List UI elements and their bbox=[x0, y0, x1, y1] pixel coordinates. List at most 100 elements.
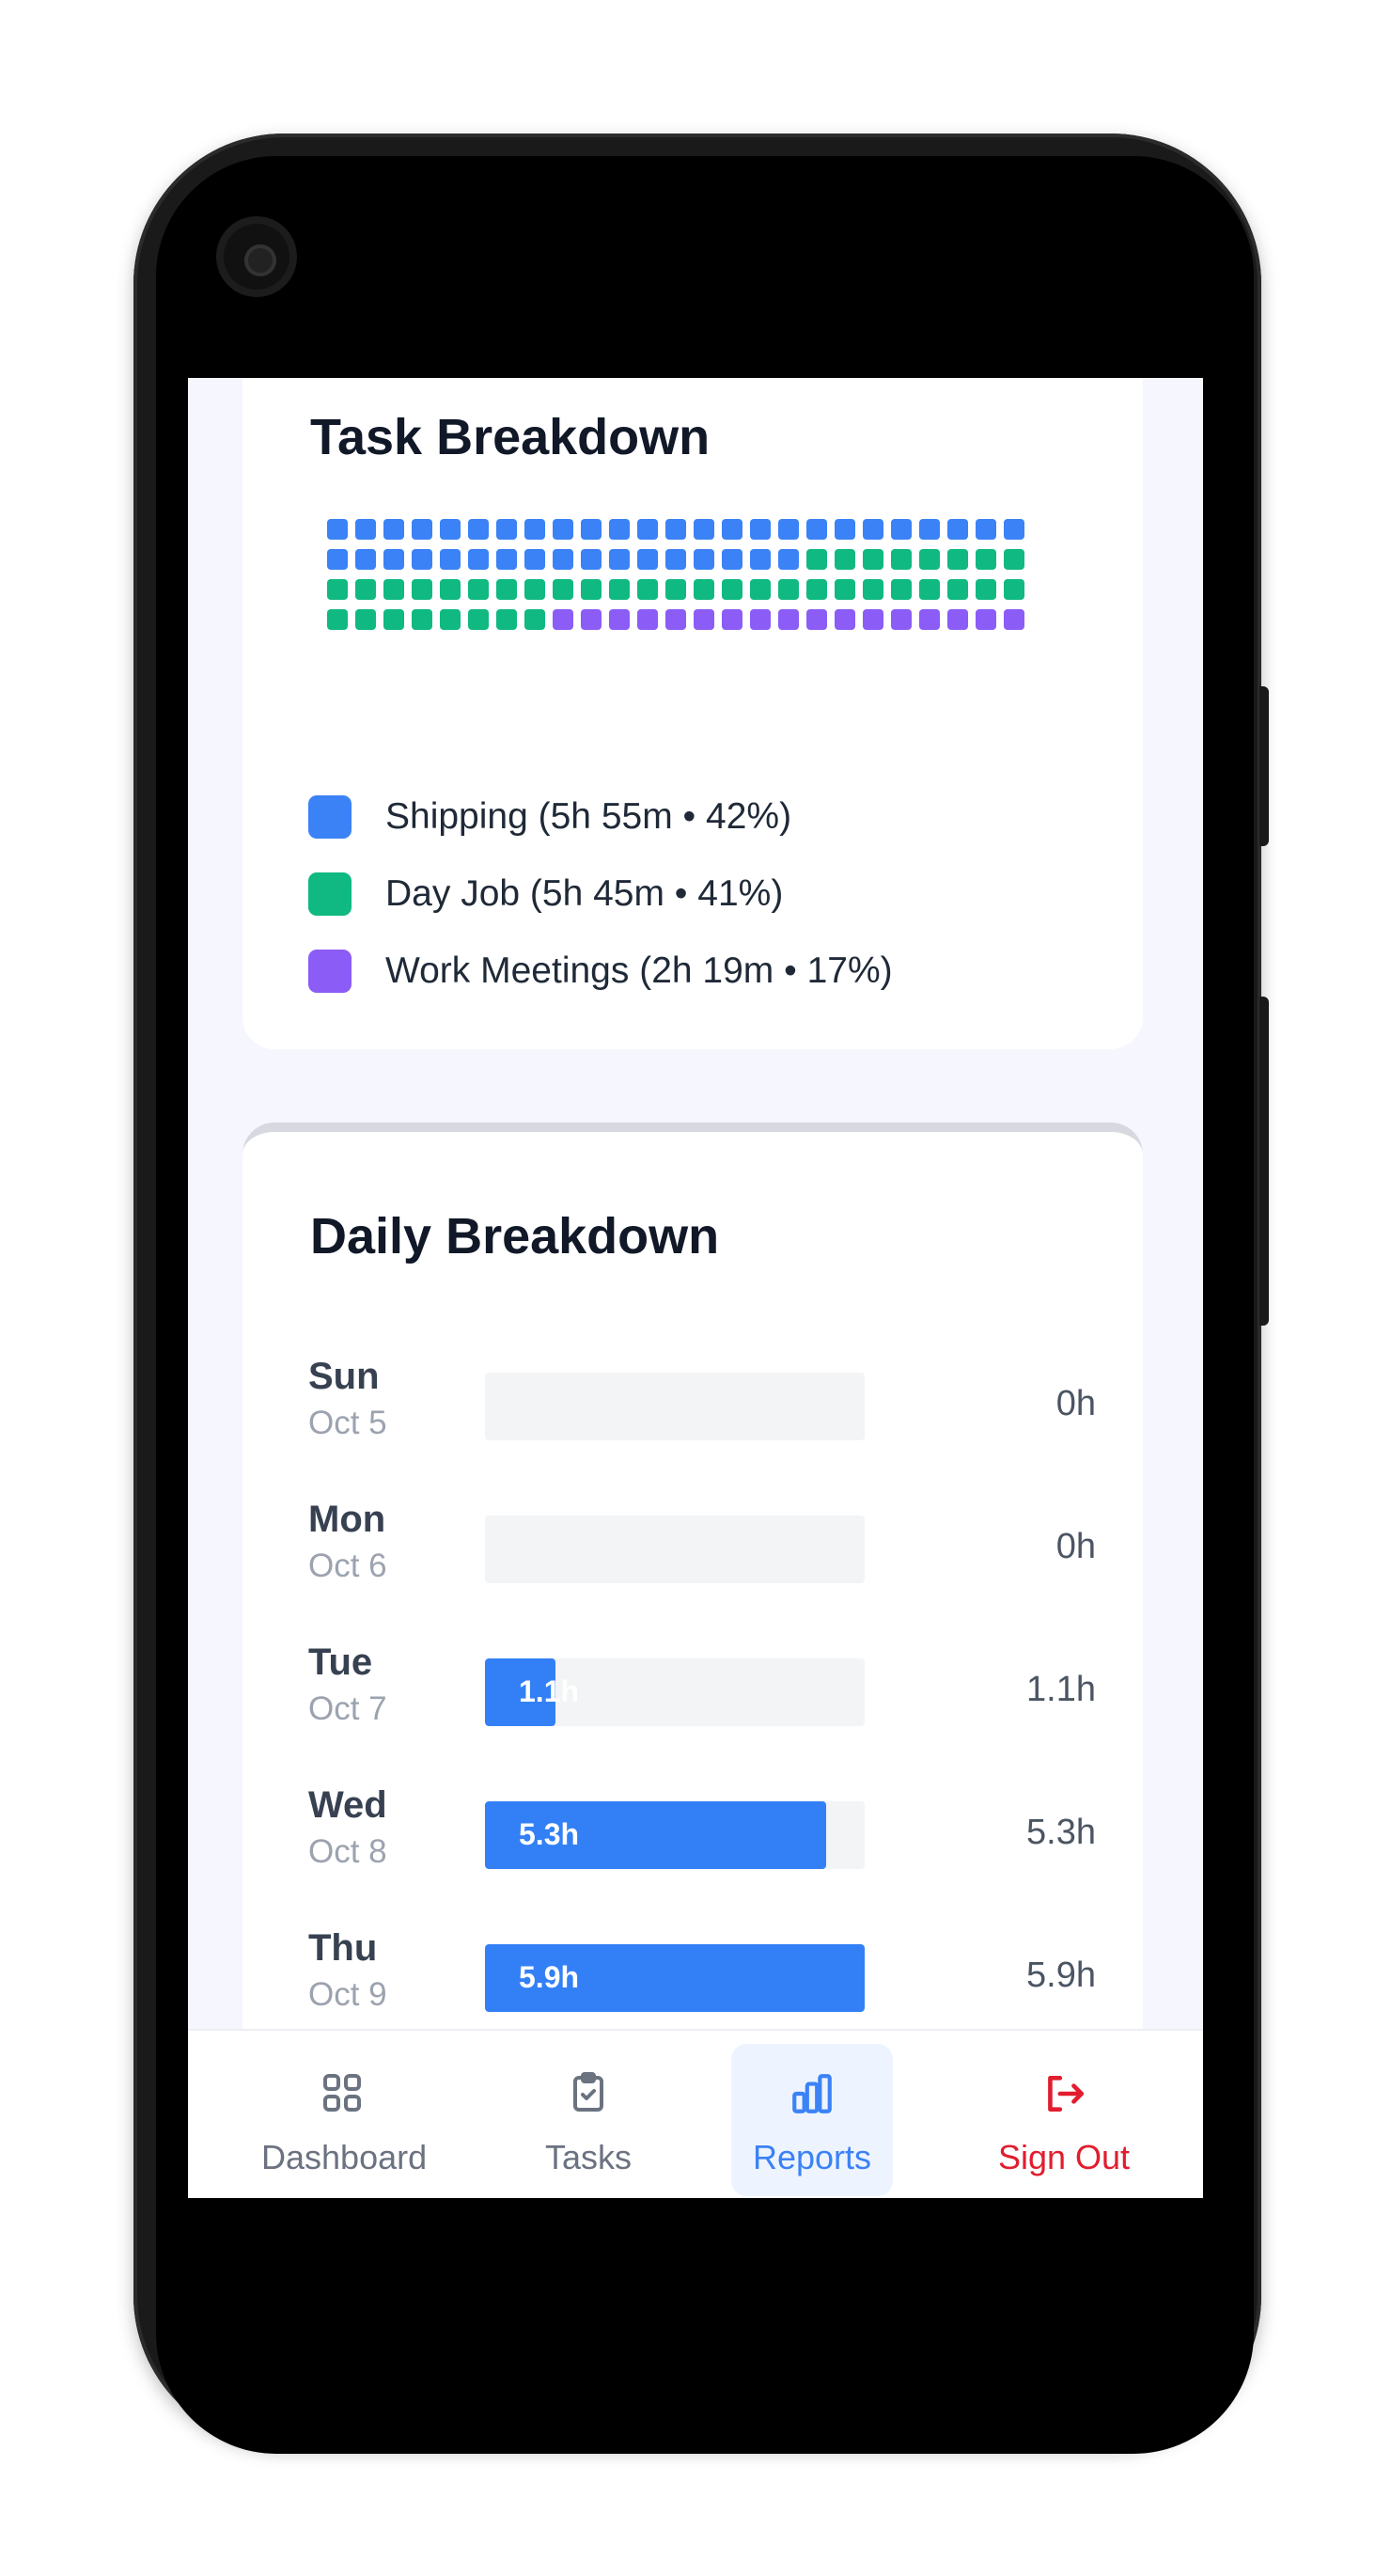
waffle-cell-day-job bbox=[947, 549, 968, 570]
waffle-cell-shipping bbox=[355, 519, 376, 540]
task-breakdown-title: Task Breakdown bbox=[310, 409, 711, 465]
app-screen[interactable]: Task Breakdown Shipping (5h 55m • 42%) D… bbox=[188, 378, 1203, 2198]
nav-reports[interactable]: Reports bbox=[731, 2044, 893, 2196]
nav-sign-out[interactable]: Sign Out bbox=[983, 2044, 1145, 2196]
waffle-cell-shipping bbox=[468, 549, 489, 570]
waffle-cell-day-job bbox=[327, 609, 348, 630]
hours-bar-fill bbox=[485, 1944, 865, 2012]
volume-button bbox=[1259, 997, 1269, 1326]
nav-dashboard-label: Dashboard bbox=[261, 2138, 428, 2176]
waffle-cell-shipping bbox=[637, 549, 658, 570]
waffle-cell-day-job bbox=[835, 549, 855, 570]
waffle-cell-day-job bbox=[976, 549, 996, 570]
waffle-cell-day-job bbox=[1004, 549, 1024, 570]
waffle-cell-day-job bbox=[355, 609, 376, 630]
waffle-cell-shipping bbox=[412, 519, 432, 540]
waffle-cell-day-job bbox=[919, 579, 940, 600]
waffle-cell-shipping bbox=[665, 549, 686, 570]
nav-tasks[interactable]: Tasks bbox=[508, 2044, 669, 2196]
waffle-cell-day-job bbox=[581, 579, 602, 600]
hours-bar-label: 5.9h bbox=[519, 1960, 580, 1994]
waffle-cell-shipping bbox=[694, 519, 714, 540]
waffle-cell-work-meetings bbox=[976, 609, 996, 630]
day-name: Wed bbox=[308, 1784, 387, 1826]
waffle-cell-shipping bbox=[383, 519, 404, 540]
hours-bar-track: 1.1h bbox=[485, 1658, 865, 1726]
waffle-cell-work-meetings bbox=[581, 609, 602, 630]
waffle-cell-shipping bbox=[440, 549, 461, 570]
waffle-cell-shipping bbox=[524, 549, 545, 570]
waffle-cell-day-job bbox=[412, 579, 432, 600]
waffle-cell-shipping bbox=[327, 549, 348, 570]
day-row-tue: Tue Oct 7 1.1h 1.1h bbox=[308, 1641, 1096, 1745]
waffle-cell-work-meetings bbox=[665, 609, 686, 630]
waffle-cell-shipping bbox=[722, 519, 742, 540]
waffle-cell-shipping bbox=[383, 549, 404, 570]
waffle-cell-day-job bbox=[609, 579, 630, 600]
day-name: Thu bbox=[308, 1927, 378, 1969]
waffle-cell-shipping bbox=[778, 549, 799, 570]
nav-dashboard[interactable]: Dashboard bbox=[261, 2044, 428, 2196]
day-name: Tue bbox=[308, 1641, 373, 1683]
power-button bbox=[1259, 686, 1269, 846]
waffle-cell-day-job bbox=[778, 579, 799, 600]
hours-bar-fill bbox=[485, 1658, 555, 1726]
day-hours-value: 0h bbox=[1055, 1527, 1096, 1566]
day-hours-value: 5.9h bbox=[1026, 1956, 1096, 1995]
waffle-cell-shipping bbox=[355, 549, 376, 570]
daily-breakdown-title: Daily Breakdown bbox=[310, 1208, 720, 1264]
task-waffle-chart bbox=[327, 519, 1032, 630]
waffle-cell-shipping bbox=[524, 519, 545, 540]
waffle-cell-day-job bbox=[468, 579, 489, 600]
hours-bar-track bbox=[485, 1516, 865, 1583]
waffle-cell-shipping bbox=[609, 519, 630, 540]
day-row-thu: Thu Oct 9 5.9h 5.9h bbox=[308, 1927, 1096, 2031]
nav-reports-label: Reports bbox=[752, 2138, 872, 2176]
waffle-cell-day-job bbox=[383, 609, 404, 630]
waffle-cell-day-job bbox=[496, 579, 517, 600]
legend-item-shipping: Shipping (5h 55m • 42%) bbox=[308, 778, 893, 856]
legend-swatch-shipping bbox=[308, 795, 352, 839]
waffle-cell-work-meetings bbox=[778, 609, 799, 630]
waffle-cell-day-job bbox=[806, 549, 827, 570]
clipboard-check-icon bbox=[573, 2072, 603, 2112]
waffle-cell-shipping bbox=[806, 519, 827, 540]
daily-breakdown-card: Daily Breakdown Sun Oct 5 0h Mon Oct 6 0… bbox=[242, 1123, 1143, 2198]
legend-label-work-meetings: Work Meetings (2h 19m • 17%) bbox=[385, 950, 893, 991]
hours-bar-label: 1.1h bbox=[519, 1674, 580, 1708]
waffle-cell-day-job bbox=[637, 579, 658, 600]
waffle-cell-shipping bbox=[976, 519, 996, 540]
hours-bar-fill bbox=[485, 1801, 826, 1869]
waffle-cell-work-meetings bbox=[806, 609, 827, 630]
waffle-cell-day-job bbox=[891, 579, 912, 600]
waffle-cell-work-meetings bbox=[919, 609, 940, 630]
hours-bar-track: 5.9h bbox=[485, 1944, 865, 2012]
front-camera bbox=[224, 224, 289, 290]
waffle-cell-shipping bbox=[496, 549, 517, 570]
waffle-cell-shipping bbox=[327, 519, 348, 540]
waffle-cell-shipping bbox=[412, 549, 432, 570]
task-legend: Shipping (5h 55m • 42%) Day Job (5h 45m … bbox=[308, 778, 893, 1010]
waffle-cell-day-job bbox=[524, 609, 545, 630]
waffle-cell-day-job bbox=[750, 579, 771, 600]
waffle-cell-day-job bbox=[355, 579, 376, 600]
waffle-cell-shipping bbox=[609, 549, 630, 570]
waffle-cell-shipping bbox=[553, 519, 573, 540]
waffle-cell-shipping bbox=[750, 519, 771, 540]
nav-sign-out-label: Sign Out bbox=[997, 2138, 1131, 2176]
waffle-cell-day-job bbox=[863, 579, 883, 600]
waffle-cell-day-job bbox=[722, 579, 742, 600]
legend-item-day-job: Day Job (5h 45m • 41%) bbox=[308, 856, 893, 933]
legend-swatch-day-job bbox=[308, 872, 352, 916]
bottom-nav: Dashboard Tasks Reports Sign Out bbox=[188, 2029, 1203, 2198]
waffle-cell-shipping bbox=[637, 519, 658, 540]
waffle-cell-day-job bbox=[496, 609, 517, 630]
waffle-cell-day-job bbox=[976, 579, 996, 600]
waffle-cell-shipping bbox=[496, 519, 517, 540]
waffle-cell-shipping bbox=[581, 549, 602, 570]
waffle-cell-work-meetings bbox=[863, 609, 883, 630]
waffle-cell-day-job bbox=[383, 579, 404, 600]
hours-bar-track bbox=[485, 1373, 865, 1440]
legend-item-work-meetings: Work Meetings (2h 19m • 17%) bbox=[308, 933, 893, 1010]
waffle-cell-day-job bbox=[524, 579, 545, 600]
